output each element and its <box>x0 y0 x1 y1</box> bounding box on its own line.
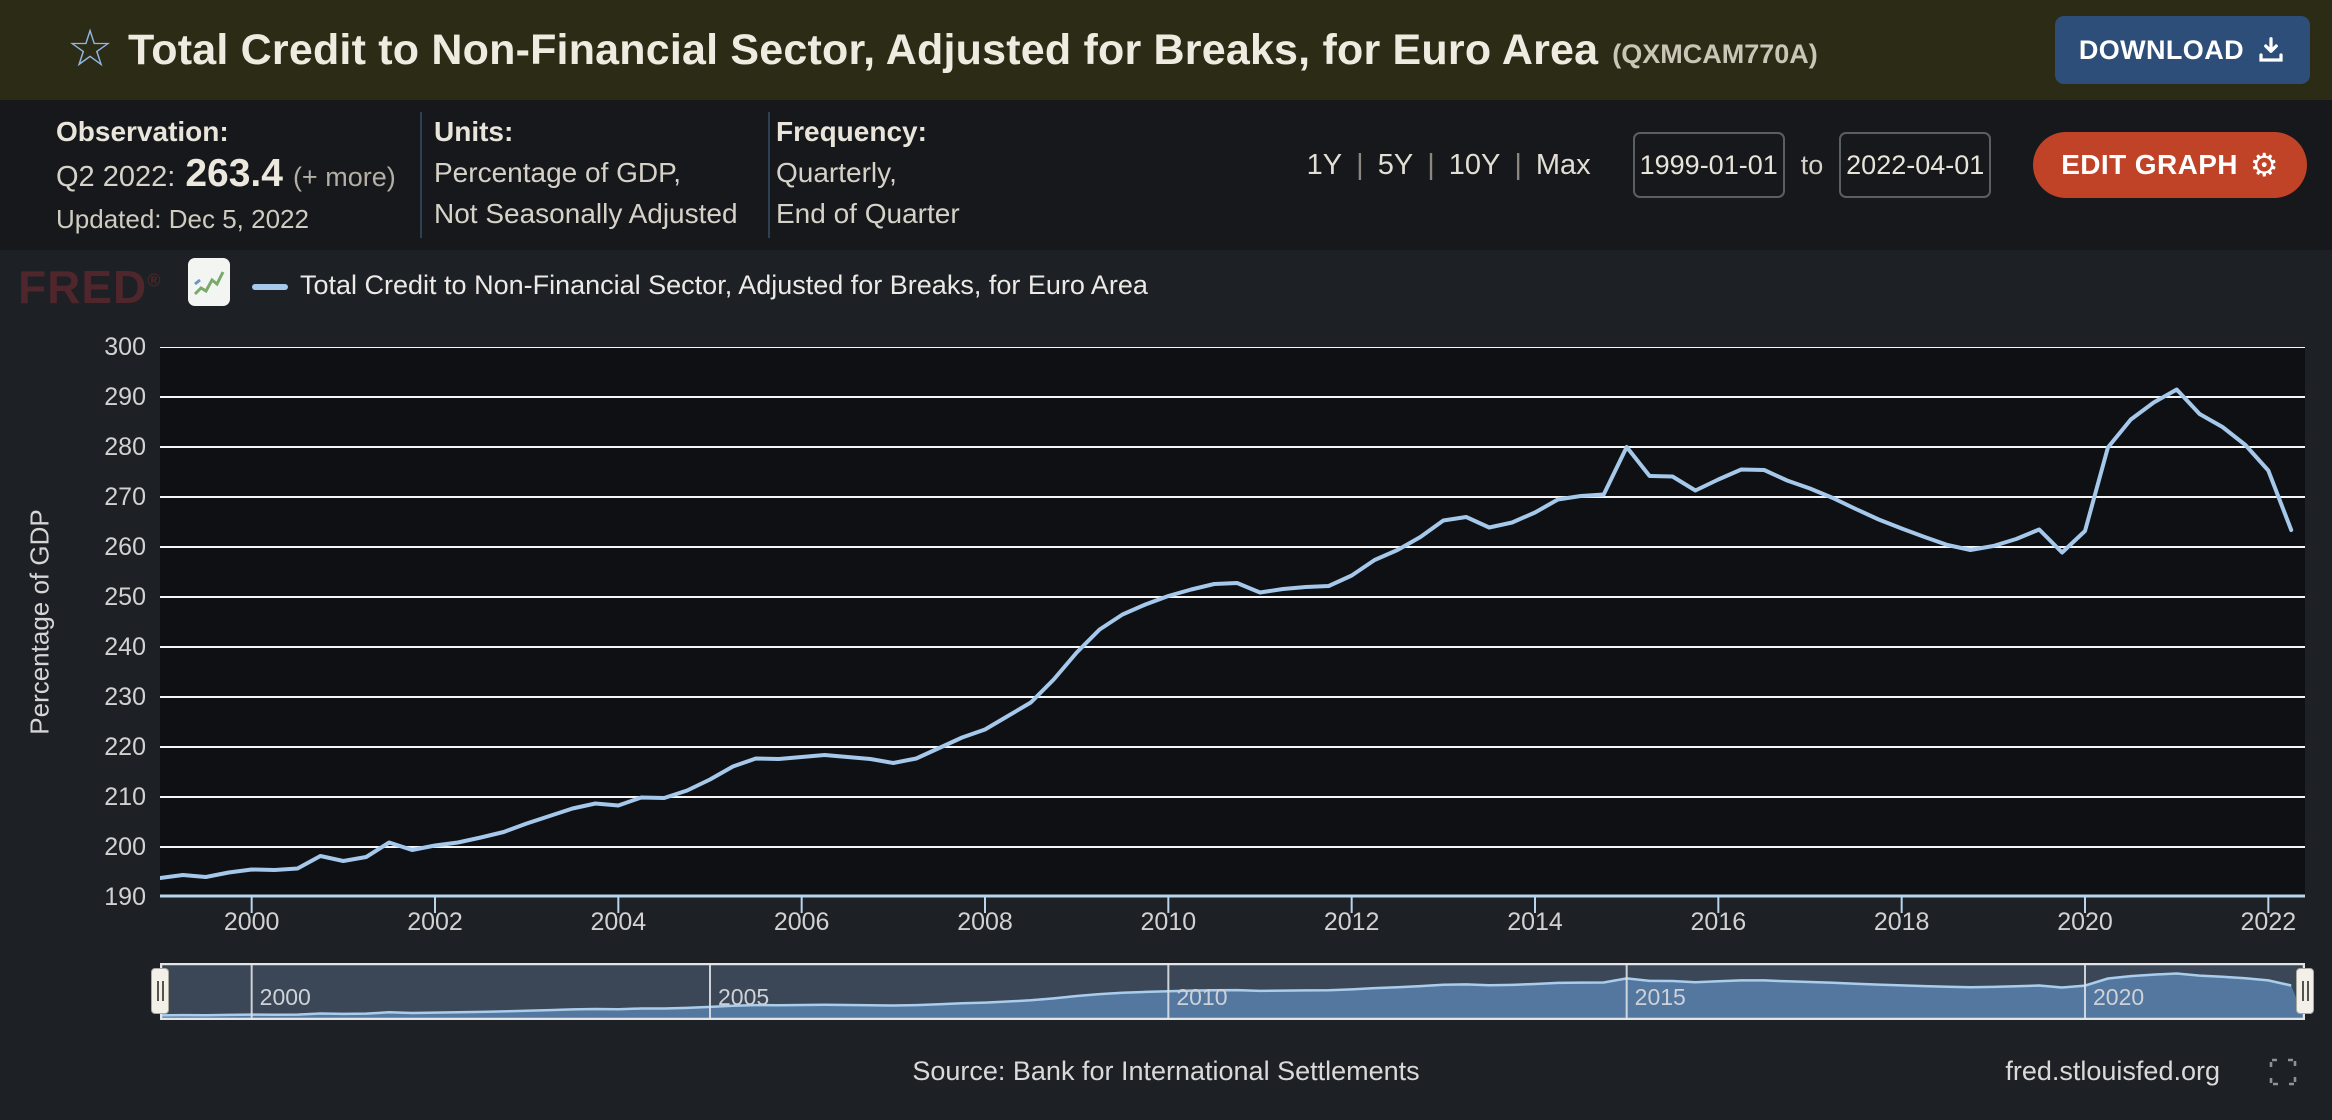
slider-year-label: 2000 <box>259 984 311 1010</box>
range-shortcuts: 1Y | 5Y | 10Y | Max <box>1306 148 1591 181</box>
fred-site-link[interactable]: fred.stlouisfed.org <box>2005 1056 2220 1086</box>
divider <box>768 112 770 238</box>
frequency-line2: End of Quarter <box>776 198 960 229</box>
y-tick-label: 220 <box>104 733 146 761</box>
range-10y[interactable]: 10Y <box>1448 148 1501 181</box>
date-from-input[interactable] <box>1632 132 1785 198</box>
frequency-line1: Quarterly, <box>776 157 897 188</box>
units-block: Units: Percentage of GDP, Not Seasonally… <box>434 116 738 230</box>
observation-value-line: Q2 2022: 263.4 (+ more) <box>56 152 396 196</box>
slider-year-label: 2020 <box>2093 984 2145 1010</box>
main-chart-plot[interactable] <box>160 347 2305 917</box>
legend-line-swatch <box>252 284 288 290</box>
legend-label: Total Credit to Non-Financial Sector, Ad… <box>300 270 1148 300</box>
info-bar: Observation: Q2 2022: 263.4 (+ more) Upd… <box>0 100 2332 250</box>
y-tick-label: 250 <box>104 583 146 611</box>
y-tick-label: 270 <box>104 483 146 511</box>
download-button[interactable]: DOWNLOAD <box>2054 16 2310 84</box>
y-tick-label: 280 <box>104 433 146 461</box>
y-tick-label: 210 <box>104 783 146 811</box>
units-label: Units: <box>434 116 514 147</box>
edit-graph-button[interactable]: EDIT GRAPH ⚙ <box>2033 132 2307 198</box>
range-5y[interactable]: 5Y <box>1377 148 1414 181</box>
y-tick-label: 200 <box>104 833 146 861</box>
frequency-label: Frequency: <box>776 116 927 147</box>
edit-graph-label: EDIT GRAPH <box>2061 149 2238 180</box>
y-tick-label: 290 <box>104 383 146 411</box>
page-title: Total Credit to Non-Financial Sector, Ad… <box>128 25 1599 74</box>
slider-year-label: 2015 <box>1634 984 1686 1010</box>
series-chart-icon <box>188 258 230 306</box>
fullscreen-icon[interactable] <box>2266 1056 2300 1090</box>
y-tick-label: 240 <box>104 633 146 661</box>
observation-period: Q2 2022: <box>56 161 176 193</box>
download-icon <box>2259 37 2283 62</box>
date-range-group: to <box>1632 132 1992 198</box>
gear-icon: ⚙ <box>2249 147 2279 183</box>
y-tick-label: 190 <box>104 883 146 911</box>
frequency-block: Frequency: Quarterly, End of Quarter <box>776 116 960 230</box>
source-attribution: Source: Bank for International Settlemen… <box>912 1056 1420 1086</box>
y-axis-title: Percentage of GDP <box>24 509 55 735</box>
slider-year-label: 2010 <box>1176 984 1228 1010</box>
range-1y[interactable]: 1Y <box>1306 148 1343 181</box>
slider-handle-left[interactable] <box>151 968 169 1014</box>
header-bar: ☆ Total Credit to Non-Financial Sector, … <box>0 0 2332 100</box>
series-id: (QXMCAM770A) <box>1612 38 1818 69</box>
title-wrap: Total Credit to Non-Financial Sector, Ad… <box>128 0 1818 100</box>
y-tick-label: 230 <box>104 683 146 711</box>
range-max[interactable]: Max <box>1535 148 1591 181</box>
observation-label: Observation: <box>56 116 229 147</box>
download-label: DOWNLOAD <box>2078 34 2244 65</box>
observation-updated: Updated: Dec 5, 2022 <box>56 204 309 234</box>
units-line2: Not Seasonally Adjusted <box>434 198 738 229</box>
date-to-input[interactable] <box>1839 132 1992 198</box>
slider-year-label: 2005 <box>718 984 770 1010</box>
more-observations-link[interactable]: (+ more) <box>292 162 396 192</box>
y-tick-label: 260 <box>104 533 146 561</box>
slider-handle-right[interactable] <box>2296 968 2314 1014</box>
to-label: to <box>1800 149 1824 180</box>
range-slider-track[interactable] <box>160 963 2305 1020</box>
observation-block: Observation: Q2 2022: 263.4 (+ more) Upd… <box>56 116 396 235</box>
fred-watermark-logo: FRED® <box>18 261 162 313</box>
y-tick-label: 300 <box>104 333 146 361</box>
favorite-star-icon[interactable]: ☆ <box>62 18 118 80</box>
units-line1: Percentage of GDP, <box>434 157 681 188</box>
range-cluster: 1Y| 5Y| 10Y| Max to EDIT GRAPH ⚙ <box>1307 100 2307 250</box>
divider <box>420 112 422 238</box>
observation-value: 263.4 <box>185 152 283 195</box>
